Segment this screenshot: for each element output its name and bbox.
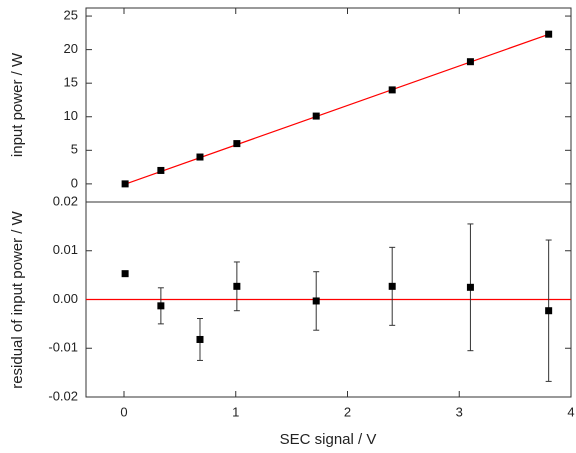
y-tick-label: 5 bbox=[71, 142, 78, 157]
point bbox=[157, 302, 165, 310]
y-tick-label: 0.01 bbox=[53, 242, 78, 257]
point bbox=[196, 335, 204, 343]
fit-line bbox=[123, 32, 552, 186]
point bbox=[233, 140, 241, 148]
point bbox=[388, 282, 396, 290]
point bbox=[121, 270, 129, 278]
x-tick-label: 3 bbox=[456, 404, 463, 419]
point bbox=[312, 112, 320, 120]
point bbox=[233, 282, 241, 290]
point bbox=[545, 30, 553, 38]
y-axis-label: input power / W bbox=[9, 52, 26, 157]
y-tick-label: 10 bbox=[64, 108, 78, 123]
x-axis-label: SEC signal / V bbox=[280, 431, 377, 448]
point bbox=[157, 166, 165, 174]
x-tick-label: 1 bbox=[232, 404, 239, 419]
x-tick-label: 4 bbox=[567, 404, 574, 419]
point bbox=[466, 58, 474, 66]
x-tick-label: 2 bbox=[344, 404, 351, 419]
point bbox=[388, 86, 396, 94]
point bbox=[466, 283, 474, 291]
x-tick-label: 0 bbox=[120, 404, 127, 419]
y-axis-label: residual of input power / W bbox=[9, 210, 26, 388]
y-tick-label: 0 bbox=[71, 175, 78, 190]
y-tick-label: 0.00 bbox=[53, 291, 78, 306]
point bbox=[121, 180, 129, 188]
y-tick-label: 25 bbox=[64, 7, 78, 22]
y-tick-label: 15 bbox=[64, 75, 78, 90]
y-tick-label: 20 bbox=[64, 41, 78, 56]
point bbox=[196, 153, 204, 161]
y-tick-label: 0.02 bbox=[53, 193, 78, 208]
y-tick-label: -0.01 bbox=[48, 340, 78, 355]
point bbox=[545, 307, 553, 315]
y-tick-label: -0.02 bbox=[48, 388, 78, 403]
point bbox=[312, 297, 320, 305]
